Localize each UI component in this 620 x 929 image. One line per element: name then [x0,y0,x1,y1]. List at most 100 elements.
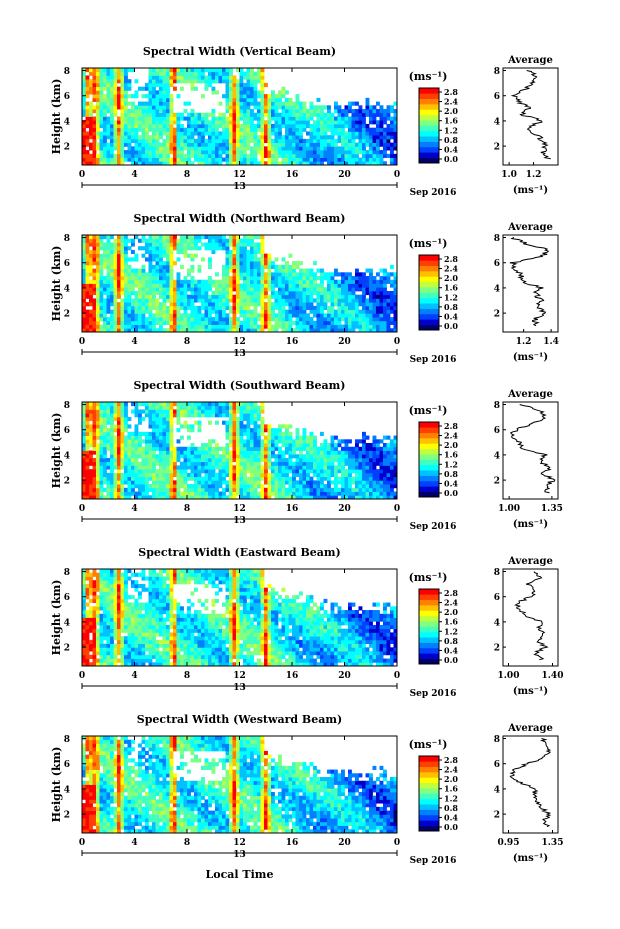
average-y-tick-label: 4 [494,284,500,294]
x-axis-title: Local Time [206,868,274,881]
heatmap-cells [82,235,398,333]
y-tick-label: 2 [64,477,70,487]
colorbar-segment [419,610,439,617]
colorbar-segment [419,599,439,606]
colorbar-segment [419,464,439,471]
average-y-tick-label: 2 [494,811,500,821]
colorbar-tick-label: 1.6 [444,784,458,794]
x-tick-label: 20 [338,337,351,347]
y-tick-label: 6 [64,259,70,269]
colorbar-segment [419,303,439,309]
colorbar-segment [419,605,439,611]
colorbar-segment [419,766,439,773]
average-y-tick-label: 6 [494,760,500,770]
colorbar-segment [419,130,439,137]
colorbar-tick-label: 2.4 [444,97,458,107]
colorbar-tick-label: 0.4 [444,144,458,154]
y-axis-title: Height (km) [50,413,63,489]
x-tick-label: 20 [338,838,351,848]
colorbar-segment [419,642,439,649]
colorbar-tick-label: 2.0 [444,774,458,784]
colorbar-tick-label: 1.2 [444,459,458,469]
panel-title: Spectral Width (Eastward Beam) [138,546,340,559]
y-tick-label: 6 [64,593,70,603]
colorbar-segment [419,459,439,466]
colorbar-segment [419,594,439,601]
date-label: 13 [233,850,246,860]
x-tick-label: 12 [233,337,246,347]
date-label: 13 [233,683,246,693]
colorbar-frame [418,588,440,665]
colorbar-unit: (ms⁻¹) [409,237,448,250]
average-x-tick-label: 1.2 [526,170,542,180]
x-tick-label: 0 [79,504,85,514]
average-title: Average [507,55,553,66]
x-tick-label: 20 [338,504,351,514]
y-tick-label: 6 [64,92,70,102]
colorbar-segment [419,448,439,455]
average-y-tick-label: 4 [494,618,500,628]
x-tick-label: 8 [184,504,190,514]
x-tick-label: 0 [79,337,85,347]
average-x-tick-label: 1.00 [498,504,520,514]
colorbar-segment [419,825,439,832]
average-x-tick-label: 1.4 [543,337,559,347]
x-tick-label: 12 [233,671,246,681]
average-y-tick-label: 8 [494,401,500,411]
average-y-tick-label: 2 [494,310,500,320]
colorbar-segment [419,804,439,810]
colorbar-frame [418,87,440,164]
month-year-label: Sep 2016 [410,355,457,365]
x-tick-label: 0 [394,671,400,681]
month-year-label: Sep 2016 [410,522,457,532]
colorbar-tick-label: 2.0 [444,607,458,617]
y-axis-title: Height (km) [50,79,63,155]
colorbar-segment [419,438,439,444]
colorbar-segment [419,615,439,622]
average-line [509,237,550,327]
x-tick-label: 16 [286,671,299,681]
colorbar-tick-label: 1.2 [444,626,458,636]
date-label: 13 [233,516,246,526]
colorbar-tick-label: 2.4 [444,598,458,608]
colorbar-segment [419,454,439,460]
colorbar-segment [419,255,439,261]
x-tick-label: 8 [184,170,190,180]
average-x-tick-label: 1.0 [501,170,517,180]
colorbar-segment [419,793,439,800]
colorbar-segment [419,470,439,476]
x-tick-label: 8 [184,337,190,347]
colorbar-tick-label: 1.6 [444,283,458,293]
x-tick-label: 4 [131,838,137,848]
average-x-label: (ms⁻¹) [513,185,548,196]
x-tick-label: 4 [131,504,137,514]
average-y-tick-label: 4 [494,117,500,127]
x-tick-label: 12 [233,504,246,514]
colorbar-segment [419,292,439,299]
colorbar-tick-label: 0.0 [444,822,458,832]
x-tick-label: 16 [286,838,299,848]
panel-title: Spectral Width (Vertical Beam) [143,45,336,58]
colorbar-segment [419,324,439,331]
colorbar-segment [419,313,439,320]
colorbar-segment [419,98,439,105]
colorbar [419,589,439,665]
colorbar-segment [419,647,439,654]
beam-panel: Spectral Width (Westward Beam)2468Height… [50,713,563,866]
colorbar-tick-label: 2.4 [444,431,458,441]
colorbar-segment [419,637,439,643]
panel-title: Spectral Width (Westward Beam) [137,713,342,726]
colorbar-segment [419,125,439,132]
colorbar-segment [419,626,439,633]
average-profile: Average 2 4 6 8 1.0 1.2 (ms⁻¹) [494,55,559,196]
average-line [510,70,551,160]
colorbar-unit: (ms⁻¹) [409,571,448,584]
y-tick-label: 2 [64,811,70,821]
colorbar-tick-label: 2.0 [444,273,458,283]
colorbar-segment [419,491,439,498]
colorbar-frame [418,254,440,331]
x-tick-label: 0 [394,504,400,514]
x-tick-label: 0 [394,170,400,180]
y-tick-label: 4 [64,785,70,795]
colorbar-tick-label: 1.2 [444,292,458,302]
